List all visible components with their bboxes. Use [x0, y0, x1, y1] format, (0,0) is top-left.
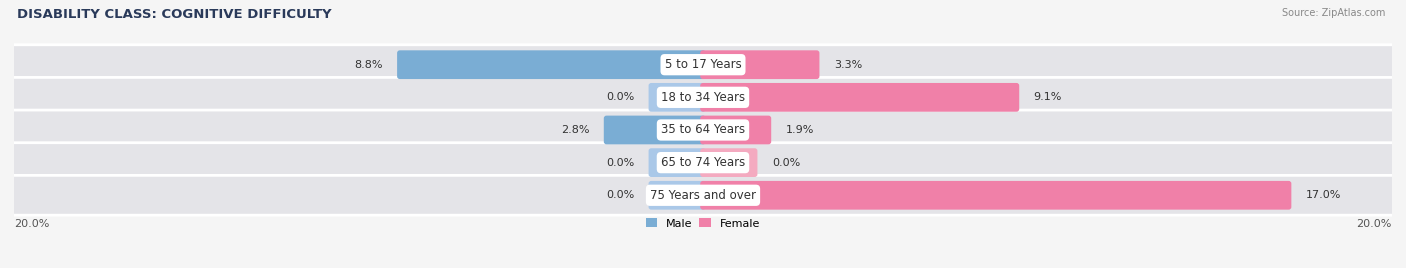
Text: DISABILITY CLASS: COGNITIVE DIFFICULTY: DISABILITY CLASS: COGNITIVE DIFFICULTY	[17, 8, 332, 21]
Text: Source: ZipAtlas.com: Source: ZipAtlas.com	[1281, 8, 1385, 18]
FancyBboxPatch shape	[603, 116, 706, 144]
FancyBboxPatch shape	[8, 175, 1398, 215]
Text: 17.0%: 17.0%	[1306, 190, 1341, 200]
FancyBboxPatch shape	[648, 181, 706, 210]
FancyBboxPatch shape	[648, 83, 706, 112]
Text: 20.0%: 20.0%	[1357, 219, 1392, 229]
Text: 35 to 64 Years: 35 to 64 Years	[661, 124, 745, 136]
FancyBboxPatch shape	[396, 50, 706, 79]
Text: 65 to 74 Years: 65 to 74 Years	[661, 156, 745, 169]
FancyBboxPatch shape	[700, 50, 820, 79]
Text: 9.1%: 9.1%	[1033, 92, 1062, 102]
Text: 3.3%: 3.3%	[834, 60, 862, 70]
Text: 20.0%: 20.0%	[14, 219, 49, 229]
Text: 0.0%: 0.0%	[606, 190, 634, 200]
FancyBboxPatch shape	[700, 148, 758, 177]
FancyBboxPatch shape	[700, 181, 1291, 210]
FancyBboxPatch shape	[8, 77, 1398, 117]
Text: 8.8%: 8.8%	[354, 60, 382, 70]
Text: 1.9%: 1.9%	[786, 125, 814, 135]
FancyBboxPatch shape	[700, 83, 1019, 112]
Text: 75 Years and over: 75 Years and over	[650, 189, 756, 202]
FancyBboxPatch shape	[648, 148, 706, 177]
Text: 0.0%: 0.0%	[772, 158, 800, 168]
Text: 18 to 34 Years: 18 to 34 Years	[661, 91, 745, 104]
Legend: Male, Female: Male, Female	[647, 218, 759, 229]
FancyBboxPatch shape	[8, 110, 1398, 150]
Text: 5 to 17 Years: 5 to 17 Years	[665, 58, 741, 71]
FancyBboxPatch shape	[8, 45, 1398, 85]
Text: 0.0%: 0.0%	[606, 158, 634, 168]
FancyBboxPatch shape	[8, 143, 1398, 183]
FancyBboxPatch shape	[700, 116, 772, 144]
Text: 0.0%: 0.0%	[606, 92, 634, 102]
Text: 2.8%: 2.8%	[561, 125, 589, 135]
